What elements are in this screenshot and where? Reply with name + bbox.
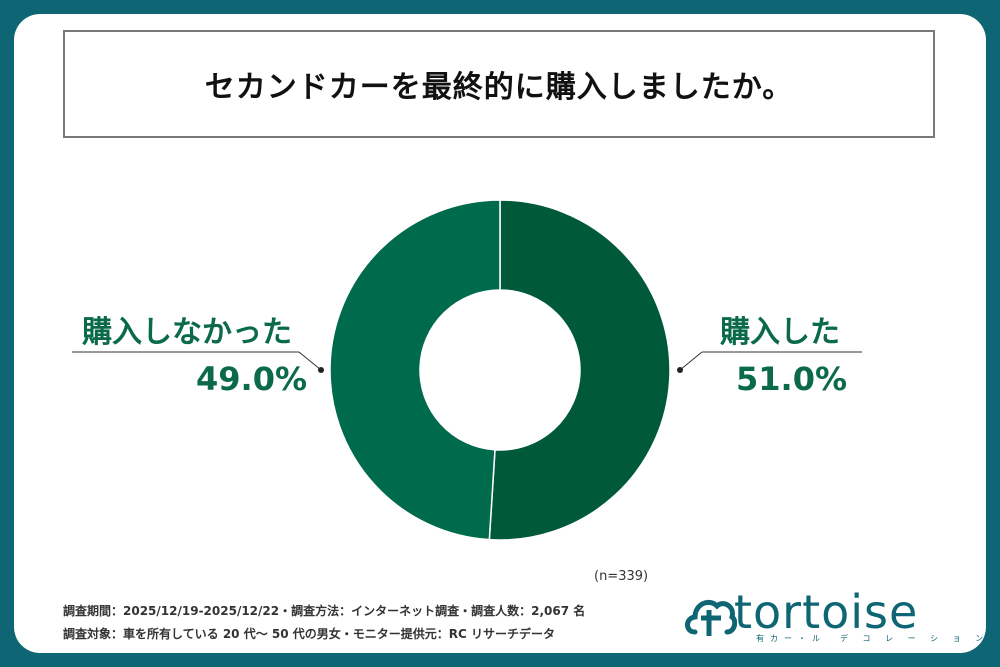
logo-wordmark: tortoise — [734, 585, 919, 639]
page-title: セカンドカーを最終的に購入しましたか。 — [204, 70, 794, 105]
leader-left — [72, 351, 324, 373]
slice-label-not-purchased: 購入しなかった — [82, 315, 292, 350]
slice-value-not-purchased: 49.0% — [196, 360, 308, 398]
donut-slice-not-purchased — [329, 199, 501, 541]
sample-size: (n=339) — [594, 569, 649, 584]
leader-right — [677, 351, 862, 373]
slice-label-purchased: 購入した — [720, 315, 840, 350]
content-card — [14, 14, 986, 653]
slice-value-purchased: 51.0% — [736, 360, 848, 398]
donut-slice-purchased — [488, 199, 671, 541]
title-box: セカンドカーを最終的に購入しましたか。 — [63, 30, 935, 138]
footer-survey-info: 調査期間：2025/12/19-2025/12/22・調査方法：インターネット調… — [63, 604, 586, 618]
footer-target-info: 調査対象：車を所有している 20 代〜 50 代の男女・モニター提供元：RC リ… — [63, 627, 555, 641]
logo-subtitle: 有カー・ル デ コ レ ー シ ョ ン — [756, 634, 990, 643]
logo-cloud-icon — [685, 600, 737, 636]
